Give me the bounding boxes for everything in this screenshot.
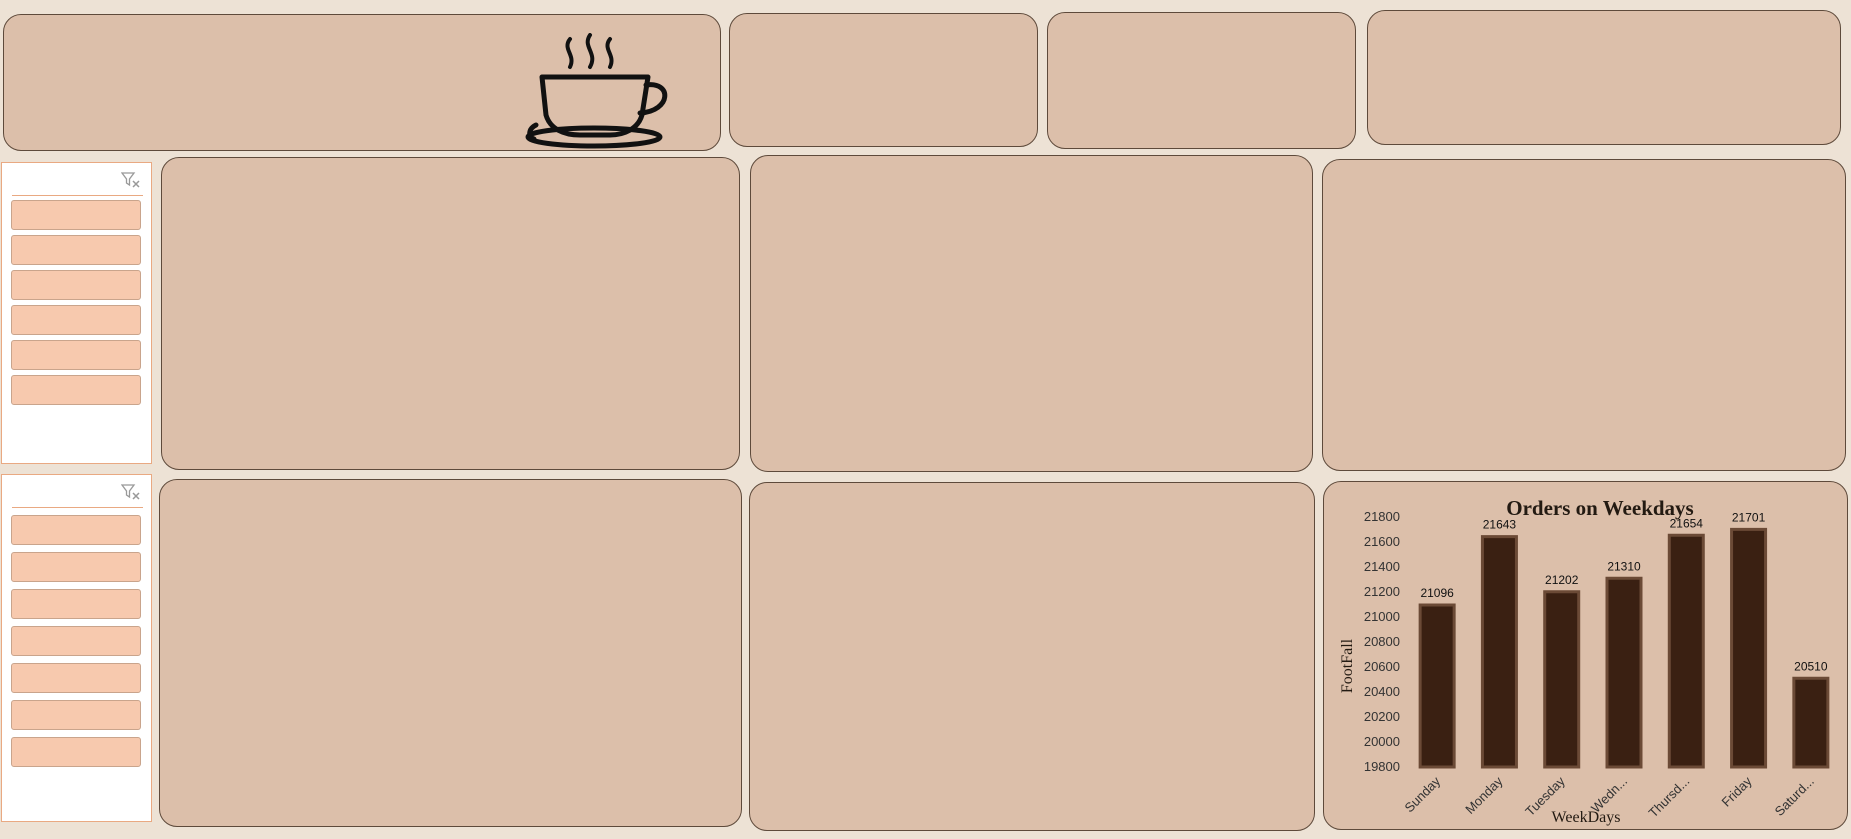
slicer-item-tuesday[interactable] <box>11 589 141 619</box>
clear-filter-icon[interactable] <box>121 171 141 189</box>
y-tick-label: 21400 <box>1364 559 1400 574</box>
bar-value-label: 21202 <box>1545 573 1579 587</box>
title-card <box>3 14 721 151</box>
slicer-item-january[interactable] <box>11 200 141 230</box>
y-axis-title: FootFall <box>1339 638 1356 693</box>
y-tick-label: 21200 <box>1364 584 1400 599</box>
bar <box>1480 535 1518 769</box>
x-tick-label: Monday <box>1462 773 1506 817</box>
day-slicer[interactable] <box>1 474 152 822</box>
coffee-cup-icon <box>525 33 668 149</box>
chart-title: Orders on Weekdays <box>1506 496 1693 520</box>
slicer-item-sunday[interactable] <box>11 515 141 545</box>
bar-value-label: 21310 <box>1607 559 1641 573</box>
sizes-chart-card <box>1322 159 1846 471</box>
bar <box>1792 676 1830 769</box>
slicer-item-march[interactable] <box>11 270 141 300</box>
slicer-item-monday[interactable] <box>11 552 141 582</box>
hours-line-chart <box>162 158 741 471</box>
bar-value-label: 21654 <box>1670 516 1704 530</box>
x-tick-label: Friday <box>1719 773 1755 809</box>
slicer-item-april[interactable] <box>11 305 141 335</box>
stores-chart-card <box>159 479 742 827</box>
x-tick-label: Saturd... <box>1772 774 1817 819</box>
kpi-average-bill <box>1367 10 1841 145</box>
slicer-item-saturday[interactable] <box>11 737 141 767</box>
y-tick-label: 20400 <box>1364 684 1400 699</box>
y-tick-label: 20000 <box>1364 734 1400 749</box>
bar <box>1543 590 1581 769</box>
month-slicer[interactable] <box>1 162 152 464</box>
slicer-item-may[interactable] <box>11 340 141 370</box>
bar-value-label: 20510 <box>1794 659 1828 673</box>
bar-value-label: 21701 <box>1732 510 1766 524</box>
slicer-item-june[interactable] <box>11 375 141 405</box>
slicer-item-friday[interactable] <box>11 700 141 730</box>
bar-value-label: 21096 <box>1420 586 1454 600</box>
bar <box>1667 533 1705 769</box>
slicer-header <box>12 481 143 508</box>
clear-filter-icon[interactable] <box>121 483 141 501</box>
y-tick-label: 21000 <box>1364 609 1400 624</box>
y-tick-label: 21800 <box>1364 509 1400 524</box>
categories-pie-chart <box>751 156 1314 473</box>
y-tick-label: 21600 <box>1364 534 1400 549</box>
x-axis-title: WeekDays <box>1552 809 1621 826</box>
y-tick-label: 20200 <box>1364 709 1400 724</box>
bar-value-label: 21643 <box>1483 518 1517 532</box>
kpi-total-sales <box>729 13 1038 147</box>
sizes-pie-chart <box>1323 160 1847 472</box>
slicer-item-wednesday[interactable] <box>11 626 141 656</box>
slicer-item-thursday[interactable] <box>11 663 141 693</box>
bar <box>1418 603 1456 769</box>
slicer-item-february[interactable] <box>11 235 141 265</box>
y-tick-label: 20600 <box>1364 659 1400 674</box>
slicer-header <box>12 169 143 196</box>
bar <box>1605 576 1643 769</box>
x-tick-label: Thursd... <box>1646 774 1693 821</box>
bar <box>1730 527 1768 769</box>
kpi-total-footfall <box>1047 12 1356 149</box>
hours-chart-card <box>161 157 740 470</box>
weekdays-chart-card: Orders on Weekdays 19800 20000 20200 20400 20… <box>1323 481 1848 830</box>
y-tick-label: 19800 <box>1364 759 1400 774</box>
x-tick-label: Sunday <box>1401 773 1443 815</box>
categories-chart-card <box>750 155 1313 472</box>
products-bar-chart <box>750 483 1316 832</box>
weekdays-bar-chart: Orders on Weekdays 19800 20000 20200 20400 20… <box>1339 496 1830 826</box>
stores-bar-chart <box>160 480 743 828</box>
products-chart-card <box>749 482 1315 831</box>
y-tick-label: 20800 <box>1364 634 1400 649</box>
